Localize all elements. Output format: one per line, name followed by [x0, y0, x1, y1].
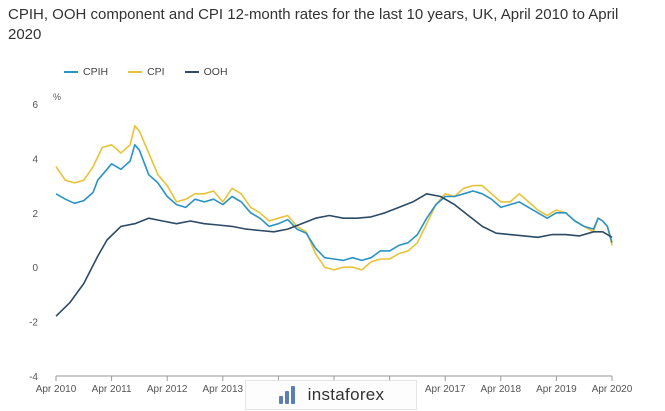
legend-item-ooh: OOH: [184, 66, 228, 78]
x-tick-label: Apr 2013: [203, 384, 244, 395]
legend-item-cpih: CPIH: [64, 66, 108, 78]
legend-swatch-cpi: [128, 71, 143, 73]
x-tick-label: Apr 2012: [147, 384, 188, 395]
legend-swatch-ooh: [184, 71, 199, 73]
legend-label-cpi: CPI: [147, 66, 165, 78]
x-tick-label: Apr 2011: [92, 384, 132, 395]
y-tick-label: -2: [29, 318, 38, 329]
legend-label-ooh: OOH: [203, 66, 228, 78]
legend-item-cpi: CPI: [128, 66, 165, 78]
legend: CPIH CPI OOH: [64, 66, 228, 78]
x-tick-label: Apr 2019: [536, 384, 577, 395]
y-axis-unit-label: %: [53, 92, 61, 102]
watermark-text: instaforex: [307, 385, 385, 404]
series-line-ooh: [55, 193, 613, 317]
x-tick-label: Apr 2018: [481, 384, 522, 395]
x-tick-label: Apr 2017: [425, 384, 466, 395]
legend-swatch-cpih: [64, 71, 78, 73]
y-tick-label: 0: [32, 263, 38, 274]
series-lines: [55, 125, 613, 317]
series-line-cpi: [55, 125, 613, 271]
watermark: instaforex: [245, 380, 417, 410]
y-axis: 6 4 2 0 -2 -4: [29, 100, 38, 383]
legend-label-cpih: CPIH: [83, 66, 109, 78]
chart-title: CPIH, OOH component and CPI 12-month rat…: [8, 6, 619, 43]
series-line-cpih: [55, 144, 613, 262]
y-tick-label: 6: [32, 100, 38, 111]
y-tick-label: -4: [29, 372, 38, 383]
bar-chart-logo-icon: [278, 384, 302, 406]
y-tick-label: 2: [32, 209, 38, 220]
y-tick-label: 4: [32, 154, 38, 165]
x-tick-label: Apr 2010: [36, 384, 77, 395]
x-tick-label: Apr 2020: [592, 384, 633, 395]
